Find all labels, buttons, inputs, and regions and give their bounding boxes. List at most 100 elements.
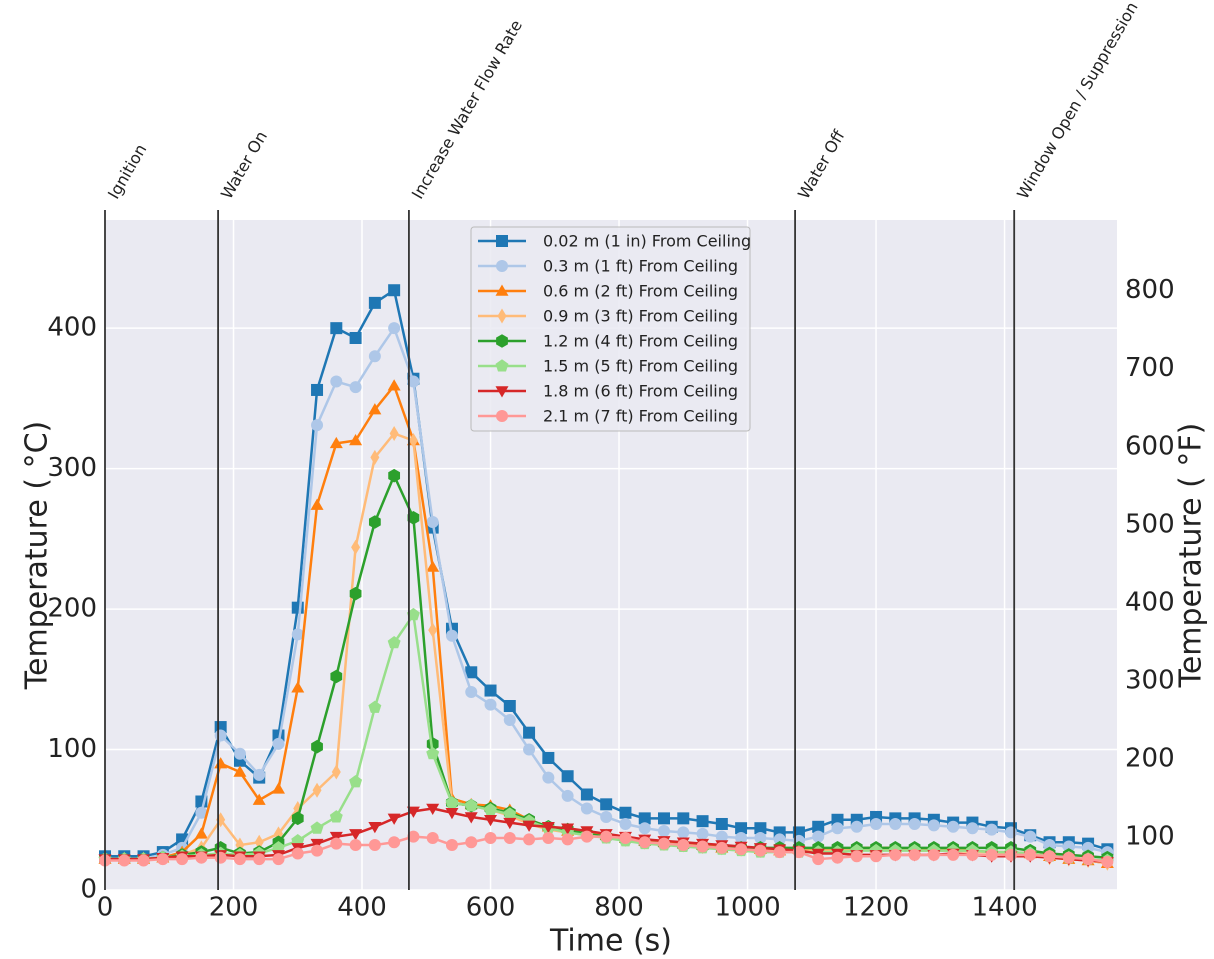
y-tick-label: 300 [47,453,97,483]
data-point [773,846,786,859]
data-point [388,468,401,483]
data-point [812,853,825,866]
data-point [252,793,266,805]
data-point [406,607,420,621]
data-point [137,854,150,867]
data-point [368,515,381,529]
data-point [387,379,401,391]
legend: 0.02 m (1 in) From Ceiling 0.3 m (1 ft) F… [470,226,751,432]
data-point [445,839,458,852]
data-point [1024,830,1037,843]
data-point [484,698,497,711]
data-point [831,851,844,864]
data-point [561,833,574,846]
data-point [735,832,748,845]
data-point [445,796,459,809]
data-point [330,837,343,850]
data-point [368,700,382,713]
x-tick-label: 200 [209,893,259,923]
x-tick-label: 400 [337,893,387,923]
data-point [715,841,728,854]
data-point [850,820,863,833]
data-point [773,833,786,846]
data-point [484,684,497,697]
legend-label: 1.5 m (5 ft) From Ceiling [543,357,738,376]
data-point [677,839,690,852]
data-point [291,628,304,641]
data-point [947,820,960,833]
data-point [406,806,420,818]
data-point [503,832,516,845]
data-point [465,666,478,679]
legend-marker [495,284,509,296]
data-point [947,848,960,861]
data-point [349,586,362,601]
legend-label: 2.1 m (7 ft) From Ceiling [543,407,738,426]
data-point [426,746,440,760]
data-point [638,822,651,835]
data-point [156,853,169,866]
y2-tick-label: 700 [1125,353,1175,383]
legend-label: 1.8 m (6 ft) From Ceiling [543,382,738,401]
data-point [310,821,324,834]
data-point [600,810,613,823]
data-point [889,817,902,830]
series-layer [98,284,1114,871]
data-point [1004,826,1017,839]
y2-tick-label: 200 [1125,743,1175,773]
data-point [831,813,844,826]
legend-label: 0.6 m (2 ft) From Ceiling [543,282,738,301]
data-point [600,830,613,843]
data-point [600,798,613,811]
legend-box [470,226,751,432]
data-point [329,436,343,449]
data-point [927,848,940,861]
data-point [349,434,363,446]
event-label: Water On [217,128,271,203]
data-point [368,296,381,309]
data-point [331,764,341,780]
data-point [696,815,709,828]
data-point [580,802,593,815]
data-point [870,817,883,830]
data-point [870,850,883,863]
data-point [407,830,420,843]
data-point [388,836,401,849]
data-point [311,739,323,754]
data-point [388,322,401,335]
data-point [389,426,399,442]
data-point [1062,851,1075,864]
data-point [1024,848,1037,861]
data-point [985,848,998,861]
legend-marker [495,359,509,372]
data-point [254,834,264,850]
legend-marker [496,410,508,422]
y-tick-label: 100 [47,734,97,764]
data-point [985,823,998,836]
data-point [311,383,324,396]
data-point [1082,841,1095,854]
data-point [368,822,382,834]
data-point [291,847,304,860]
data-point [523,726,536,739]
y-tick-label: 400 [47,313,97,343]
data-point [312,782,322,798]
data-point [1004,848,1017,861]
legend-label: 0.3 m (1 ft) From Ceiling [543,257,738,276]
data-point [426,803,440,816]
x-tick-label: 600 [466,893,516,923]
data-point [580,788,593,801]
x-tick-label: 1200 [843,893,909,923]
data-point [426,560,440,572]
legend-marker [495,386,509,398]
data-point [194,827,208,839]
data-point [754,822,767,835]
data-point [408,433,418,449]
data-point [812,820,825,833]
data-point [523,743,536,756]
data-point [966,822,979,835]
data-point [349,839,362,852]
data-point [484,832,497,845]
data-point [715,817,728,830]
